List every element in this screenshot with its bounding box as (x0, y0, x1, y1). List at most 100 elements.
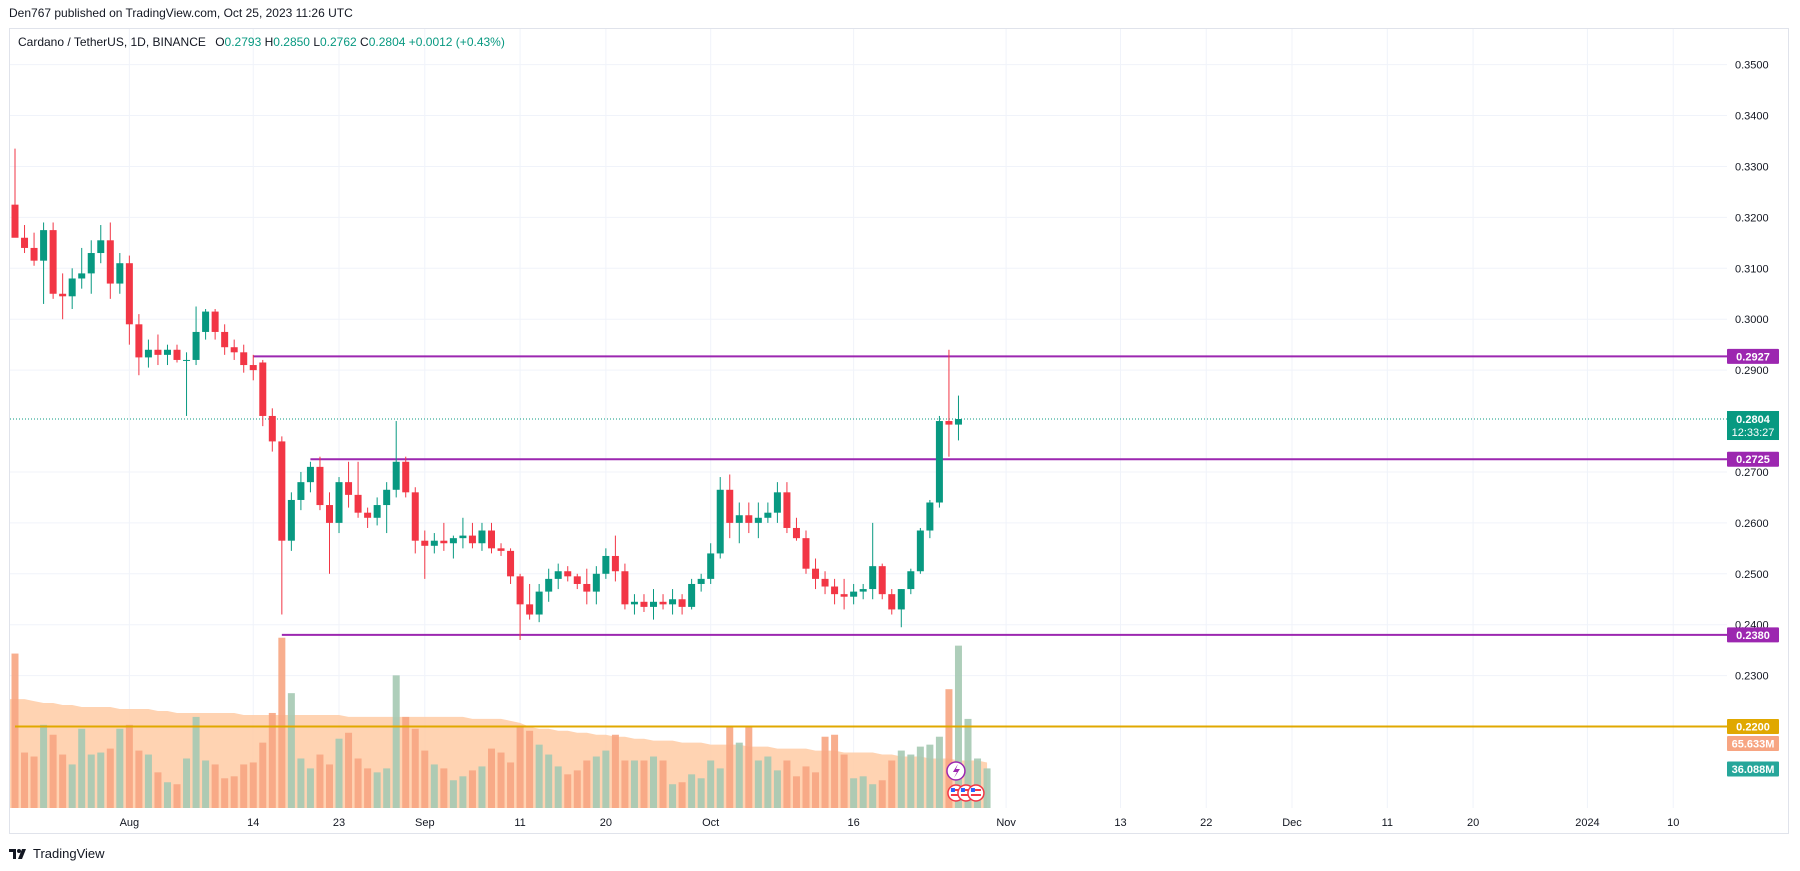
candle-body (478, 530, 486, 544)
volume-bar (135, 750, 143, 808)
candle-body (745, 515, 753, 523)
volume-bar (87, 754, 95, 808)
candle-body (459, 535, 467, 539)
close-value: 0.2804 (368, 35, 406, 49)
volume-bar (840, 754, 848, 808)
volume-bar (478, 766, 486, 808)
chart-frame (9, 28, 1789, 834)
volume-bar (802, 766, 810, 808)
us-flag-event-icon (967, 784, 985, 802)
volume-bar (707, 760, 715, 808)
tradingview-logo-icon (9, 848, 26, 859)
volume-bar (59, 754, 67, 808)
y-tick-label: 0.3200 (1735, 212, 1769, 224)
volume-bar (30, 756, 38, 808)
volume-bar (249, 762, 257, 808)
candle-body (488, 530, 495, 549)
candle-body (192, 331, 200, 360)
candle-body (40, 230, 48, 261)
candle-body (325, 505, 333, 523)
y-axis: 0.3500 0.3400 0.3300 0.3200 0.3100 0.3000 0.29… (1735, 60, 1769, 683)
volume-bar (49, 734, 57, 808)
volume-bar (106, 748, 114, 808)
volume-bar (964, 718, 972, 808)
volume-bar (354, 758, 362, 808)
level-tag: 0.2200 (1736, 722, 1770, 734)
candle-body (688, 583, 696, 607)
candles (11, 148, 962, 640)
x-tick-label: Nov (996, 817, 1016, 829)
candle-body (659, 601, 667, 605)
volume-bar (935, 736, 943, 808)
candle-body (259, 362, 267, 416)
volume-bar (488, 748, 495, 808)
candle-body (373, 505, 381, 518)
candle-body (68, 278, 76, 297)
candle-body (831, 586, 839, 595)
candle-body (678, 599, 686, 607)
candle-body (411, 492, 419, 541)
candle-body (497, 548, 505, 551)
low-value: 0.2762 (320, 35, 357, 49)
candle-body (278, 441, 286, 541)
open-value: 0.2793 (224, 35, 262, 49)
volume-bar (878, 780, 886, 808)
volume-bar (773, 770, 781, 808)
candle-body (754, 517, 762, 523)
candle-body (907, 571, 915, 590)
candle-body (230, 347, 238, 353)
candle-body (640, 601, 648, 607)
level-tag-bg (1727, 627, 1779, 643)
volume-bar (392, 675, 400, 808)
volume-bar (173, 784, 181, 808)
candle-body (859, 589, 867, 592)
flag-stripe (970, 794, 981, 796)
volume-bars (11, 637, 991, 808)
candle-body (202, 311, 210, 332)
y-tick-label: 0.3000 (1735, 314, 1769, 326)
volume-bar (440, 768, 448, 808)
candle-body (268, 415, 276, 442)
volume-bar (888, 760, 896, 808)
close-label: C (360, 35, 369, 49)
high-label: H (264, 35, 274, 49)
low-label: L (313, 35, 320, 49)
x-tick-label: Aug (120, 817, 140, 829)
y-tick-label: 0.2300 (1735, 671, 1769, 683)
volume-bar (535, 744, 543, 808)
volume-bar (545, 754, 553, 808)
volume-bar (430, 764, 438, 808)
y-tick-label: 0.2900 (1735, 365, 1769, 377)
volume-bar (240, 764, 248, 808)
flag-stripe (950, 789, 961, 791)
volume-bar (40, 724, 48, 808)
volume-bar (869, 784, 877, 808)
candle-body (507, 550, 515, 577)
symbol-name[interactable]: Cardano / TetherUS, 1D, BINANCE (18, 35, 206, 49)
lightning-icon (952, 764, 960, 778)
candle-body (392, 461, 400, 490)
x-tick-label: 11 (1382, 817, 1393, 829)
tradingview-footer[interactable]: TradingView (9, 846, 105, 861)
grid-lines (10, 29, 1727, 808)
volume-bar (650, 756, 658, 808)
candle-body (611, 555, 619, 572)
symbol-legend: Cardano / TetherUS, 1D, BINANCE O0.2793 … (18, 35, 505, 49)
y-tick-label: 0.3300 (1735, 161, 1769, 173)
volume-bar (373, 772, 381, 808)
volume-bar (630, 760, 638, 808)
x-tick-label: Oct (702, 817, 719, 829)
volume-bar (449, 780, 457, 808)
volume-bar (516, 726, 524, 808)
volume-bar (383, 768, 391, 808)
x-tick-label: 11 (514, 817, 525, 829)
volume-bar (335, 738, 343, 808)
candle-body (116, 263, 124, 284)
volume-bar (230, 776, 238, 808)
candle-body (926, 502, 934, 531)
volume-bar (287, 693, 295, 808)
x-tick-label: 10 (1667, 817, 1679, 829)
volume-ma-tag: 65.633M (1732, 739, 1775, 751)
candle-body (878, 566, 886, 595)
